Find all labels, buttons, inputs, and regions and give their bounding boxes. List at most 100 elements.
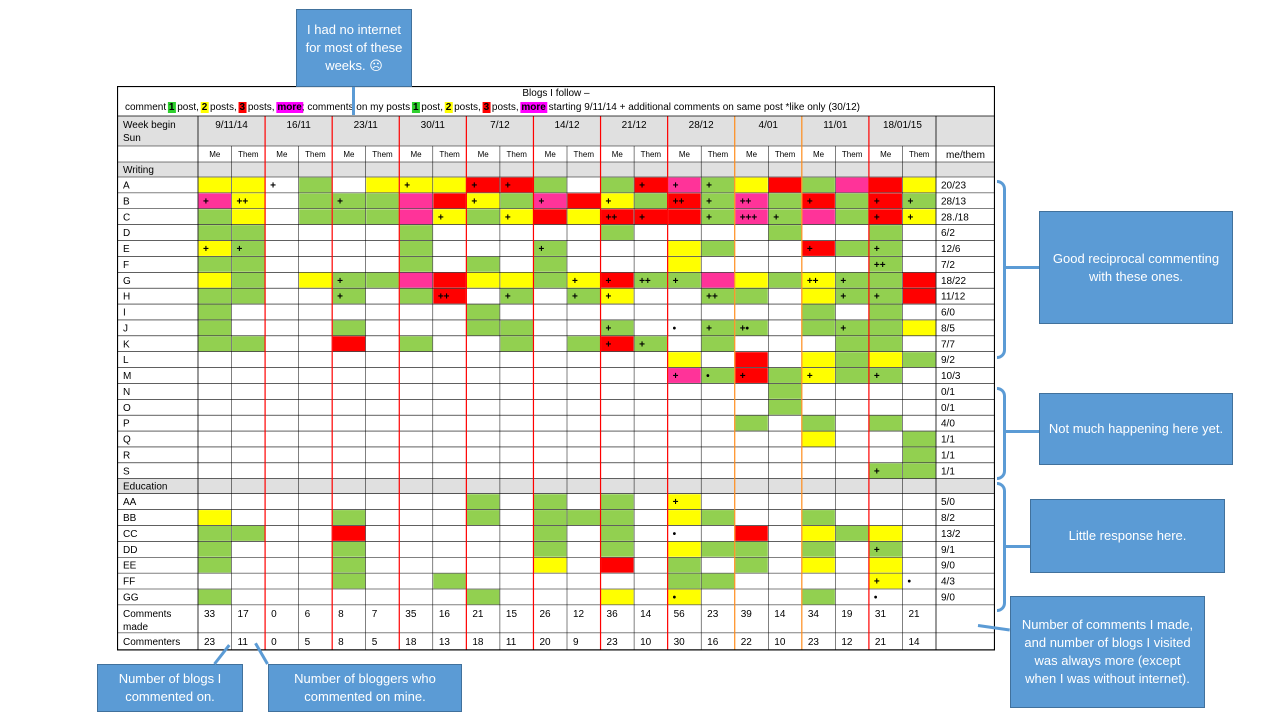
cell-J-19 xyxy=(835,320,869,336)
cell-A-16 xyxy=(735,177,768,193)
comments-made-7: 16 xyxy=(439,609,451,620)
commenters-7: 13 xyxy=(439,637,451,648)
cell-CC-1 xyxy=(232,525,265,541)
cell-H-1 xyxy=(232,288,265,304)
commenters-9: 11 xyxy=(506,637,517,648)
legend-item-8: 1 xyxy=(413,102,419,113)
cell-J-18 xyxy=(802,320,835,336)
week-label-1: 16/11 xyxy=(286,120,311,131)
legend-swatch-7 xyxy=(520,102,548,113)
cell-G-6 xyxy=(399,272,433,288)
commenters-18: 23 xyxy=(808,637,820,648)
row-label-Q: Q xyxy=(123,435,131,446)
cell-C-1 xyxy=(232,209,265,225)
row-label-GG: GG xyxy=(123,593,139,604)
comments-made-19: 19 xyxy=(841,609,853,620)
cell-Q-21 xyxy=(902,431,936,447)
legend-swatch-4 xyxy=(411,102,420,113)
mark-K-12: + xyxy=(606,339,612,350)
cell-E-15 xyxy=(701,241,735,256)
commenters-19: 12 xyxy=(841,637,853,648)
cell-G-5 xyxy=(366,272,399,288)
commenters-6: 18 xyxy=(405,637,417,648)
mark-B-10: + xyxy=(538,196,544,207)
cell-P-18 xyxy=(802,415,835,431)
cell-L-20 xyxy=(869,352,902,368)
cell-B-18 xyxy=(802,193,835,209)
callout-good-reciprocal: Good reciprocal commenting with these on… xyxy=(1039,211,1233,324)
cell-EE-14 xyxy=(668,557,701,573)
cell-J-4 xyxy=(332,320,366,336)
cell-B-16 xyxy=(735,193,768,209)
mark-E-20: + xyxy=(874,244,880,255)
cell-DD-12 xyxy=(601,541,634,557)
commenters-1: 11 xyxy=(238,637,249,648)
sub-them-8: Them xyxy=(775,150,796,159)
legend-item-12: 3 xyxy=(484,102,490,113)
comments-made-8: 21 xyxy=(472,609,484,620)
row-total-FF: 4/3 xyxy=(941,577,955,588)
cell-E-19 xyxy=(835,241,869,256)
mark-B-0: + xyxy=(203,196,209,207)
mark-G-11: + xyxy=(572,276,578,287)
row-total-EE: 9/0 xyxy=(941,561,955,572)
row-label-R: R xyxy=(123,450,130,461)
cell-K-9 xyxy=(500,336,533,352)
row-total-GG: 9/0 xyxy=(941,593,955,604)
cell-B-21 xyxy=(902,193,936,209)
mark-A-14: + xyxy=(673,181,679,192)
mark-FF-20: + xyxy=(874,577,880,588)
mark-M-14: + xyxy=(673,371,679,382)
row-label-K: K xyxy=(123,339,130,350)
cell-BB-10 xyxy=(533,510,567,525)
cell-EE-10 xyxy=(533,557,567,573)
cell-G-1 xyxy=(232,272,265,288)
comments-made-18: 34 xyxy=(808,609,820,620)
cell-C-20 xyxy=(869,209,902,225)
cell-C-11 xyxy=(567,209,601,225)
row-total-Q: 1/1 xyxy=(941,435,955,446)
cell-L-19 xyxy=(835,352,869,368)
commenters-4: 8 xyxy=(338,637,344,648)
cell-J-9 xyxy=(500,320,533,336)
row-label-S: S xyxy=(123,466,130,477)
cell-EE-16 xyxy=(735,557,768,573)
cell-C-5 xyxy=(366,209,399,225)
comments-made-13: 14 xyxy=(640,609,652,620)
legend-item-11: posts, xyxy=(451,102,483,113)
week-label-10: 18/01/15 xyxy=(883,120,922,131)
cell-D-1 xyxy=(232,225,265,241)
brace-good-reciprocal xyxy=(997,180,1006,359)
row-label-BB: BB xyxy=(123,513,137,524)
sub-them-3: Them xyxy=(439,150,460,159)
row-total-C: 28./18 xyxy=(941,212,969,223)
cell-A-12 xyxy=(601,177,634,193)
cell-J-8 xyxy=(466,320,500,336)
week-label-4: 7/12 xyxy=(490,120,510,131)
cell-J-16 xyxy=(735,320,768,336)
cell-C-9 xyxy=(500,209,533,225)
cell-GG-18 xyxy=(802,589,835,605)
cell-DD-20 xyxy=(869,541,902,557)
cell-EE-0 xyxy=(198,557,232,573)
commenters-0: 23 xyxy=(204,637,216,648)
commenters-10: 20 xyxy=(539,637,551,648)
comments-made-3: 6 xyxy=(305,609,311,620)
sub-me-6: Me xyxy=(612,150,624,159)
cell-G-18 xyxy=(802,272,835,288)
cell-H-7 xyxy=(433,288,466,304)
section-row-writing xyxy=(117,162,995,177)
mark-F-20: ++ xyxy=(874,260,886,271)
mark-B-15: + xyxy=(706,196,712,207)
cell-BB-4 xyxy=(332,510,366,525)
cell-G-4 xyxy=(332,272,366,288)
cell-A-18 xyxy=(802,177,835,193)
mark-M-20: + xyxy=(874,371,880,382)
row-total-L: 9/2 xyxy=(941,355,955,366)
legend-item-9: post, xyxy=(419,102,446,113)
cell-G-21 xyxy=(902,272,936,288)
cell-C-7 xyxy=(433,209,466,225)
mark-C-21: + xyxy=(907,212,913,223)
cell-C-19 xyxy=(835,209,869,225)
cell-A-5 xyxy=(366,177,399,193)
